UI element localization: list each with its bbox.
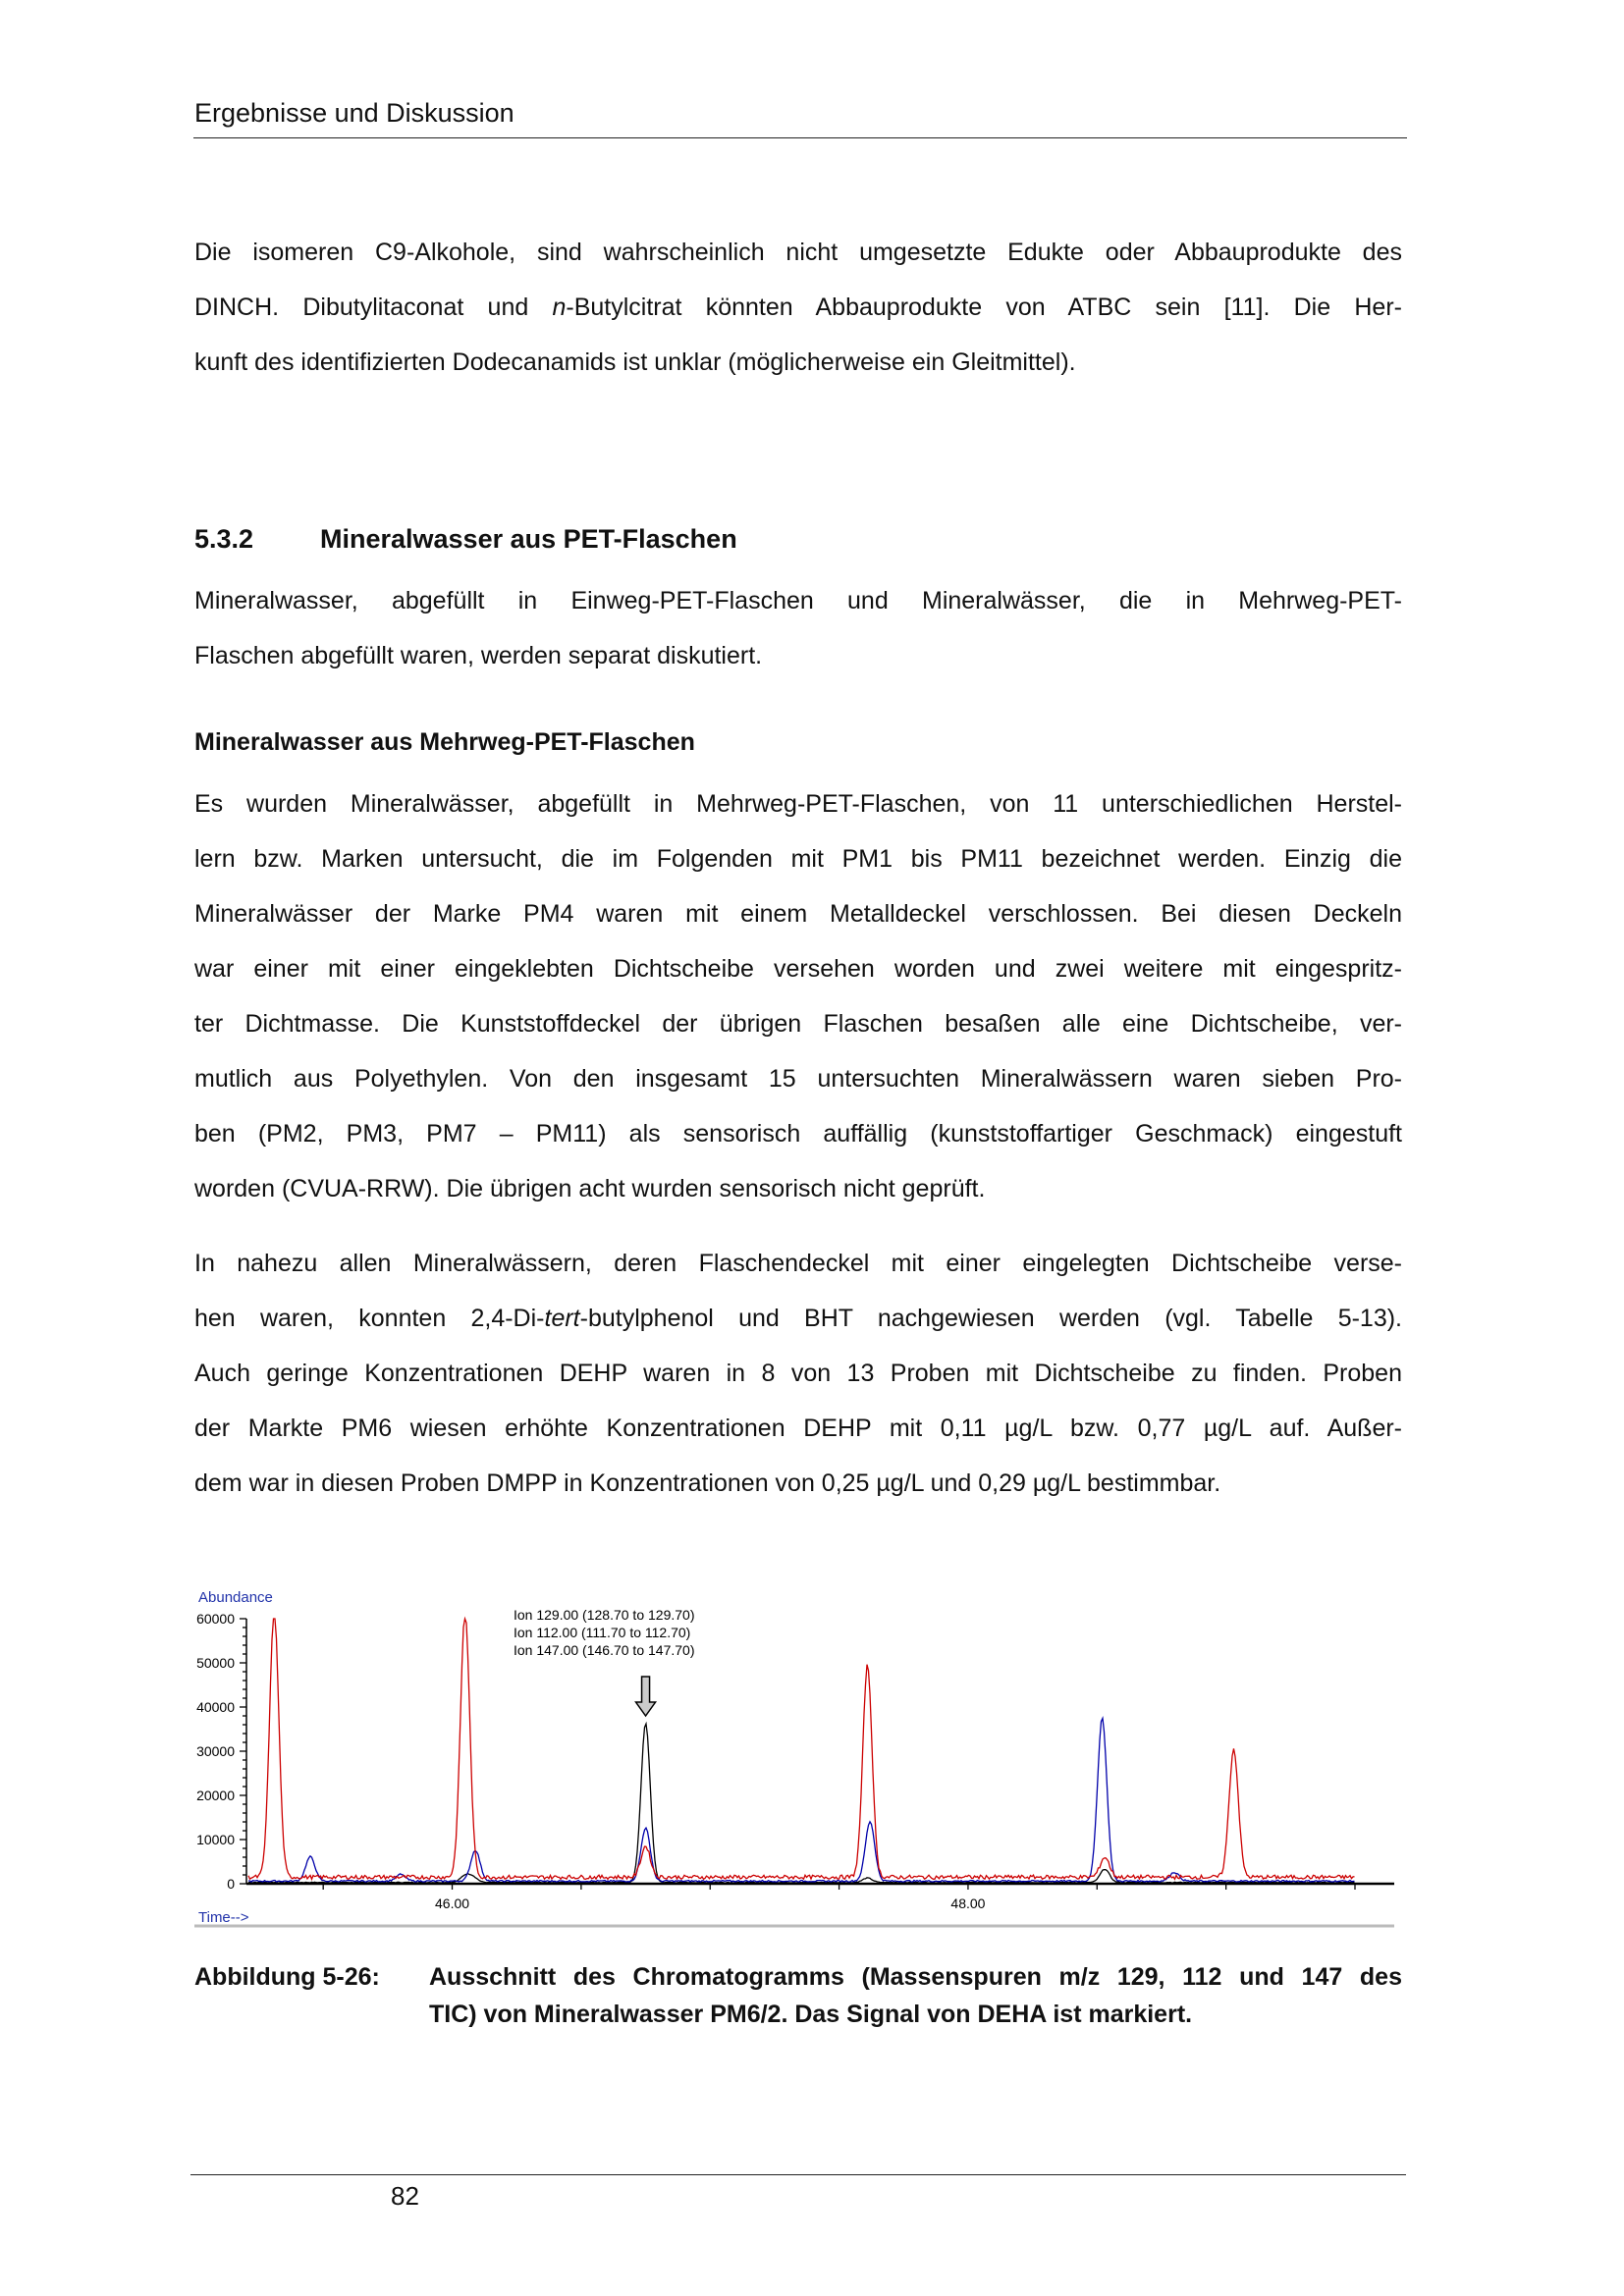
chromatogram-chart: Abundance Time--> Ion 129.00 (128.70 to … [194, 1590, 1394, 1928]
text-span: der Markte PM6 wiesen erhöhte Konzentrat… [194, 1415, 1402, 1442]
text-line: ter Dichtmasse. Die Kunststoffdeckel der… [194, 996, 1402, 1051]
caption-line-2: TIC) von Mineralwasser PM6/2. Das Signal… [429, 2001, 1193, 2028]
y-tick-label: 50000 [196, 1655, 235, 1671]
subheading: Mineralwasser aus Mehrweg-PET-Flaschen [194, 728, 695, 756]
legend-series-3: Ion 147.00 (146.70 to 147.70) [514, 1642, 694, 1658]
y-tick-label: 30000 [196, 1743, 235, 1759]
text-line: Mineralwässer der Marke PM4 waren mit ei… [194, 886, 1402, 941]
text-line: ben (PM2, PM3, PM7 – PM11) als sensorisc… [194, 1106, 1402, 1161]
legend-series-2: Ion 112.00 (111.70 to 112.70) [514, 1625, 690, 1640]
text-span: Mineralwässer der Marke PM4 waren mit ei… [194, 900, 1402, 928]
page-number: 82 [391, 2181, 419, 2211]
y-tick-label: 60000 [196, 1611, 235, 1627]
text-line: lern bzw. Marken untersucht, die im Folg… [194, 831, 1402, 886]
y-tick-label: 20000 [196, 1788, 235, 1803]
text-line: war einer mit einer eingeklebten Dichtsc… [194, 941, 1402, 996]
text-span: dem war in diesen Proben DMPP in Konzent… [194, 1469, 1221, 1497]
paragraph-2: Mineralwasser, abgefüllt in Einweg-PET-F… [194, 573, 1402, 683]
text-line: hen waren, konnten 2,4-Di-tert-butylphen… [194, 1291, 1402, 1346]
paragraph-4: In nahezu allen Mineralwässern, deren Fl… [194, 1236, 1402, 1511]
text-span: worden (CVUA-RRW). Die übrigen acht wurd… [194, 1175, 986, 1202]
italic-span: n [552, 294, 567, 321]
annotation-arrow-icon [634, 1676, 658, 1718]
text-span: mutlich aus Polyethylen. Von den insgesa… [194, 1065, 1402, 1093]
italic-span: tert [544, 1305, 580, 1332]
caption-label: Abbildung 5-26: [194, 1963, 380, 1991]
text-line: mutlich aus Polyethylen. Von den insgesa… [194, 1051, 1402, 1106]
series-line-3 [247, 1616, 1355, 1882]
text-span: Mineralwasser, abgefüllt in Einweg-PET-F… [194, 587, 1402, 614]
running-header: Ergebnisse und Diskussion [194, 98, 514, 128]
text-line: Die isomeren C9-Alkohole, sind wahrschei… [194, 225, 1402, 280]
header-rule [193, 137, 1407, 138]
text-line: worden (CVUA-RRW). Die übrigen acht wurd… [194, 1161, 1402, 1216]
text-span: DINCH. Dibutylitaconat und [194, 294, 553, 321]
text-line: Mineralwasser, abgefüllt in Einweg-PET-F… [194, 573, 1402, 628]
y-axis-label: Abundance [198, 1590, 273, 1606]
text-span: Flaschen abgefüllt waren, werden separat… [194, 642, 763, 669]
section-number: 5.3.2 [194, 524, 254, 554]
legend-series-1: Ion 129.00 (128.70 to 129.70) [514, 1607, 694, 1623]
text-span: ter Dichtmasse. Die Kunststoffdeckel der… [194, 1010, 1402, 1038]
text-span: ben (PM2, PM3, PM7 – PM11) als sensorisc… [194, 1120, 1402, 1148]
text-span: Auch geringe Konzentrationen DEHP waren … [194, 1360, 1402, 1387]
text-line: Flaschen abgefüllt waren, werden separat… [194, 628, 1402, 683]
text-span: hen waren, konnten 2,4-Di- [194, 1305, 545, 1332]
paragraph-1: Die isomeren C9-Alkohole, sind wahrschei… [194, 225, 1402, 390]
paragraph-3: Es wurden Mineralwässer, abgefüllt in Me… [194, 776, 1402, 1216]
text-span: kunft des identifizierten Dodecanamids i… [194, 348, 1076, 376]
x-tick-label: 48.00 [950, 1896, 985, 1911]
text-line: Auch geringe Konzentrationen DEHP waren … [194, 1346, 1402, 1401]
footer-rule [190, 2174, 1406, 2175]
section-title: Mineralwasser aus PET-Flaschen [320, 524, 737, 554]
text-span: -Butylcitrat könnten Abbauprodukte von A… [566, 294, 1402, 321]
text-span: In nahezu allen Mineralwässern, deren Fl… [194, 1250, 1402, 1277]
text-line: In nahezu allen Mineralwässern, deren Fl… [194, 1236, 1402, 1291]
text-span: -butylphenol und BHT nachgewiesen werden… [579, 1305, 1403, 1332]
text-span: Es wurden Mineralwässer, abgefüllt in Me… [194, 790, 1402, 818]
y-tick-label: 0 [227, 1876, 235, 1892]
x-axis-label: Time--> [198, 1909, 249, 1926]
text-line: Es wurden Mineralwässer, abgefüllt in Me… [194, 776, 1402, 831]
text-span: war einer mit einer eingeklebten Dichtsc… [194, 955, 1402, 983]
y-tick-label: 40000 [196, 1699, 235, 1715]
text-span: Die isomeren C9-Alkohole, sind wahrschei… [194, 239, 1402, 266]
text-line: kunft des identifizierten Dodecanamids i… [194, 335, 1402, 390]
series-line-1 [247, 1721, 1355, 1884]
x-tick-label: 46.00 [435, 1896, 469, 1911]
text-line: dem war in diesen Proben DMPP in Konzent… [194, 1456, 1402, 1511]
caption-line-1: Ausschnitt des Chromatogramms (Massenspu… [429, 1963, 1402, 1991]
text-span: lern bzw. Marken untersucht, die im Folg… [194, 845, 1402, 873]
text-line: DINCH. Dibutylitaconat und n-Butylcitrat… [194, 280, 1402, 335]
text-line: der Markte PM6 wiesen erhöhte Konzentrat… [194, 1401, 1402, 1456]
y-tick-label: 10000 [196, 1832, 235, 1847]
series-line-2 [248, 1715, 1355, 1884]
